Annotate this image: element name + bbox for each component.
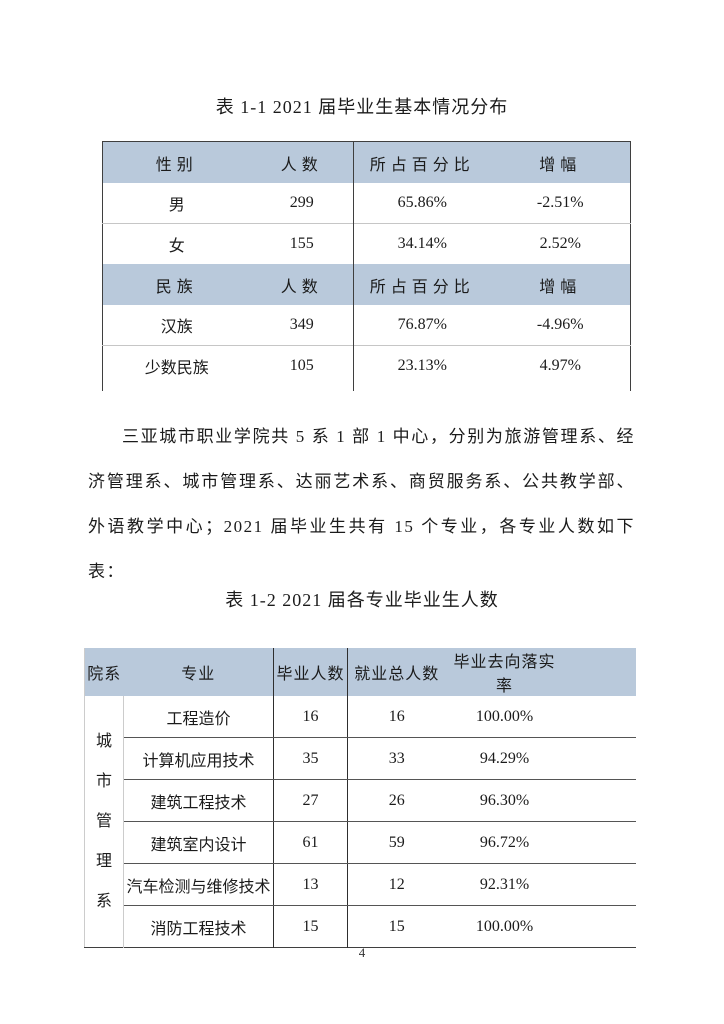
department-char: 理	[95, 852, 112, 870]
table-cell: 76.87%	[397, 316, 447, 333]
table-row: 建筑室内设计 61 59 96.72%	[85, 821, 636, 864]
table-cell: 105	[250, 345, 354, 386]
column-header: 增幅	[490, 141, 631, 183]
table-cell: 27	[273, 779, 348, 822]
table-cell: 26	[347, 779, 446, 822]
table-row: 计算机应用技术 35 33 94.29%	[85, 737, 636, 780]
table1-ethnicity-header-row: 民族 人数 所占百分比 增幅	[102, 264, 631, 305]
table-cell: 35	[273, 737, 348, 780]
table-cell: 工程造价	[123, 696, 274, 738]
table-cell: 计算机应用技术	[123, 737, 274, 780]
table-cell: 消防工程技术	[150, 920, 247, 938]
department-cell-vertical: 城 市 管 理 系	[84, 696, 124, 948]
table-cell: 13	[273, 863, 348, 906]
table-cell: 65.86%	[397, 194, 447, 211]
table-pagebreak-spacer	[103, 386, 631, 391]
table-cell: 100.00%	[445, 696, 636, 738]
department-char: 城	[95, 732, 112, 750]
column-header: 人数	[250, 264, 354, 305]
table2-header-row: 院系 专业 毕业人数 就业总人数 毕业去向落实率	[84, 648, 636, 696]
table-cell: 23.13%	[353, 345, 491, 386]
table-cell: 92.31%	[445, 863, 636, 906]
spacer-cell	[354, 386, 491, 391]
table-row: 少数民族 105 23.13% 4.97%	[102, 345, 631, 386]
table-cell: 建筑室内设计	[123, 821, 274, 864]
table-cell: 59	[347, 821, 446, 864]
table-row: 建筑工程技术 27 26 96.30%	[85, 779, 636, 822]
spacer-cell	[491, 386, 631, 391]
department-name: 城 市 管 理 系	[85, 722, 123, 922]
table-cell: 33	[347, 737, 446, 780]
table-cell: 建筑工程技术	[123, 779, 274, 822]
column-header: 所占百分比	[353, 264, 491, 305]
table-cell: 12	[347, 863, 446, 906]
table-row: 汽车检测与维修技术 13 12 92.31%	[85, 863, 636, 906]
table-cell: 94.29%	[445, 737, 636, 780]
column-header: 就业总人数	[347, 648, 446, 696]
table-cell: -4.96%	[536, 316, 584, 333]
column-header: 所占百分比	[353, 141, 491, 183]
column-header: 毕业人数	[273, 648, 348, 696]
table-cell: 299	[250, 183, 354, 224]
spacer-cell	[250, 386, 354, 391]
column-header: 毕业去向落实率	[445, 648, 636, 696]
table-cell: 100.00%	[475, 917, 534, 935]
table-cell: 汉族	[160, 319, 193, 336]
column-header: 民族	[102, 264, 251, 305]
table1-caption: 表 1-1 2021 届毕业生基本情况分布	[215, 97, 509, 117]
table-cell: 少数民族	[102, 345, 251, 386]
table-basic-distribution: 性别 人数 所占百分比 增幅 男 299 65.86% -2.51% 女 155…	[102, 141, 631, 391]
column-header: 增幅	[490, 264, 631, 305]
table-cell: 96.72%	[445, 821, 636, 864]
table-cell: 15	[347, 905, 446, 948]
department-char: 市	[95, 772, 112, 790]
department-char: 管	[95, 812, 112, 830]
table-cell: 96.30%	[445, 779, 636, 822]
table-row: 城 市 管 理 系 工程造价 16 16 100.00%	[84, 696, 636, 948]
table-cell: 155	[250, 223, 354, 264]
department-char: 系	[95, 892, 112, 910]
intro-paragraph: 三亚城市职业学院共 5 系 1 部 1 中心，分别为旅游管理系、经济管理系、城市…	[88, 427, 635, 581]
table-cell: 男	[168, 197, 185, 214]
table-cell: 16	[273, 696, 348, 738]
table-row: 男 299 65.86% -2.51%	[103, 183, 631, 224]
table-row: 消防工程技术 15 15 100.00%	[85, 905, 636, 948]
table-cell: 汽车检测与维修技术	[123, 863, 274, 906]
column-header: 人数	[250, 141, 354, 183]
column-header: 院系	[84, 648, 124, 696]
table-cell: 2.52%	[490, 223, 631, 264]
table-cell: 4.97%	[490, 345, 631, 386]
table-cell: 349	[250, 305, 354, 346]
table2-caption: 表 1-2 2021 届各专业毕业生人数	[225, 590, 499, 610]
column-header: 性别	[102, 141, 251, 183]
table-cell: 34.14%	[353, 223, 491, 264]
table-cell: 61	[273, 821, 348, 864]
table-cell: -2.51%	[536, 194, 584, 211]
table1-gender-header-row: 性别 人数 所占百分比 增幅	[102, 141, 631, 183]
spacer-cell	[103, 386, 251, 391]
table-cell: 女	[102, 223, 251, 264]
table-row: 女 155 34.14% 2.52%	[102, 223, 631, 264]
table-cell: 15	[273, 905, 348, 948]
table-row: 汉族 349 76.87% -4.96%	[103, 305, 631, 346]
column-header: 专业	[123, 648, 274, 696]
page-number: 4	[358, 945, 366, 960]
table-cell: 16	[347, 696, 446, 738]
table-majors-graduates: 院系 专业 毕业人数 就业总人数 毕业去向落实率 城 市 管 理 系 工程造价	[84, 648, 636, 948]
